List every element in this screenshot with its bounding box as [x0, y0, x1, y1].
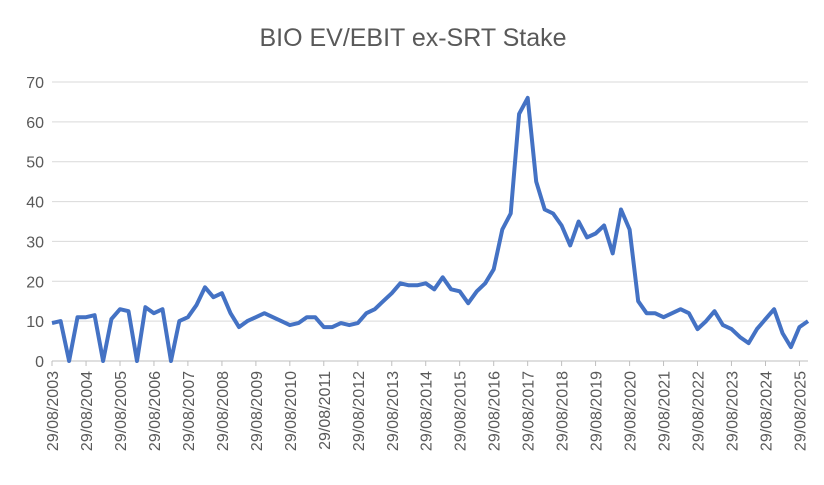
- chart-title: BIO EV/EBIT ex-SRT Stake: [259, 24, 566, 52]
- x-tick-label: 29/08/2023: [724, 371, 741, 451]
- line-series: [51, 95, 810, 363]
- x-tick-label: 29/08/2024: [758, 371, 775, 451]
- y-tick-label: 70: [26, 75, 44, 92]
- x-tick-label: 29/08/2025: [792, 371, 809, 451]
- x-tick-label: 29/08/2009: [249, 371, 266, 451]
- x-tick-label: 29/08/2008: [215, 371, 232, 451]
- x-tick-label: 29/08/2006: [147, 371, 164, 451]
- x-tick-label: 29/08/2020: [623, 371, 640, 451]
- x-tick-label: 29/08/2005: [113, 371, 130, 451]
- x-tick-label: 29/08/2019: [589, 371, 606, 451]
- y-tick-label: 40: [26, 195, 44, 212]
- x-tick-label: 29/08/2011: [317, 371, 334, 450]
- x-tick-label: 29/08/2021: [657, 371, 674, 451]
- x-tick-label: 29/08/2014: [419, 371, 436, 451]
- y-tick-label: 10: [26, 314, 44, 331]
- y-tick-label: 30: [26, 234, 44, 251]
- y-tick-label: 0: [35, 354, 44, 371]
- y-tick-label: 50: [26, 155, 44, 172]
- x-tick-label: 29/08/2022: [691, 371, 708, 451]
- x-tick-label: 29/08/2017: [521, 371, 538, 451]
- x-tick-label: 29/08/2010: [283, 371, 300, 451]
- x-tick-label: 29/08/2003: [45, 371, 62, 451]
- x-tick-label: 29/08/2015: [453, 371, 470, 451]
- y-tick-label: 60: [26, 115, 44, 132]
- x-tick-label: 29/08/2007: [181, 371, 198, 451]
- x-tick-label: 29/08/2018: [555, 371, 572, 451]
- y-tick-label: 20: [26, 274, 44, 291]
- x-tick-label: 29/08/2016: [487, 371, 504, 451]
- x-tick-label: 29/08/2012: [351, 371, 368, 451]
- x-tick-label: 29/08/2004: [79, 371, 96, 451]
- x-tick-label: 29/08/2013: [385, 371, 402, 451]
